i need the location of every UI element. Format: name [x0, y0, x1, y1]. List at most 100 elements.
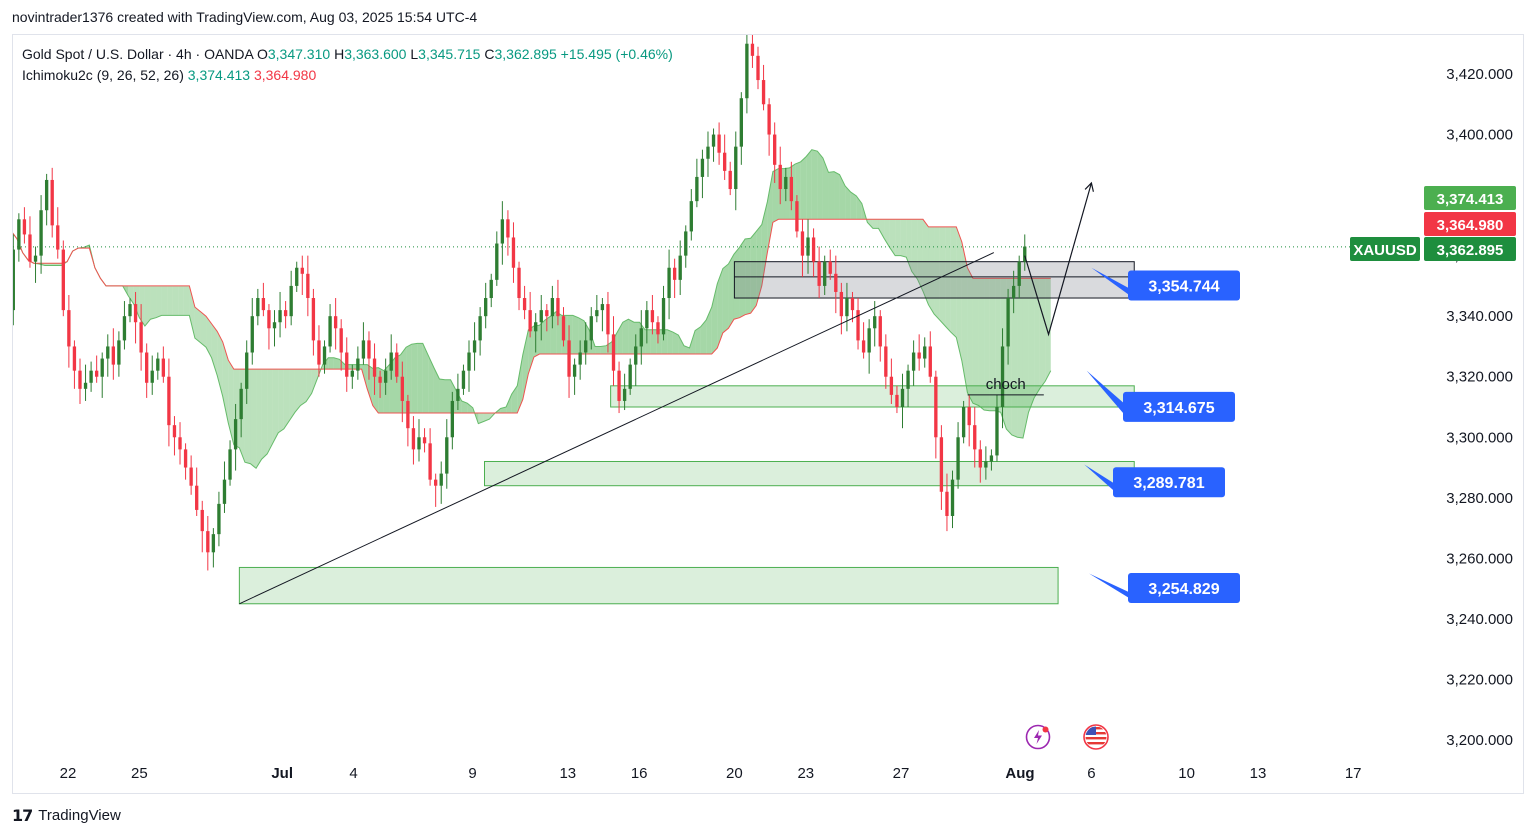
- callout-label: 3,354.744: [1148, 279, 1219, 296]
- candle-body: [645, 310, 649, 329]
- cloud-segment: [367, 364, 373, 406]
- cloud-segment: [1028, 278, 1035, 413]
- x-tick-label: 22: [60, 765, 77, 782]
- candle-body: [884, 346, 888, 377]
- candle-body: [595, 310, 599, 317]
- cloud-segment: [800, 156, 807, 220]
- candle-body: [828, 261, 832, 274]
- cloud-segment: [167, 285, 173, 316]
- candle-body: [606, 304, 610, 335]
- cloud-segment: [300, 369, 307, 406]
- candle-body: [217, 503, 221, 535]
- cloud-segment: [428, 355, 434, 414]
- cloud-segment: [317, 364, 323, 379]
- candle-body: [461, 370, 466, 389]
- candle-body: [756, 55, 760, 81]
- candle-body: [684, 231, 688, 256]
- cloud-segment: [695, 326, 701, 355]
- cloud-segment: [628, 319, 634, 355]
- green-zone: [238, 566, 1059, 605]
- candle-body: [917, 352, 921, 359]
- candle-body: [784, 176, 788, 190]
- cloud-segment: [772, 168, 779, 223]
- cloud-segment: [445, 379, 451, 414]
- cloud-segment: [250, 369, 257, 469]
- candle-body: [222, 479, 227, 504]
- cloud-segment: [439, 378, 446, 414]
- candle-body: [411, 428, 416, 450]
- tradingview-footer[interactable]: 17 TradingView: [12, 806, 121, 825]
- candle-body: [672, 267, 677, 280]
- symbol-tag-label: XAUUSD: [1353, 242, 1417, 259]
- cloud-segment: [906, 219, 912, 272]
- candle-body: [333, 316, 338, 329]
- candle-body: [889, 376, 894, 395]
- candle-body: [61, 249, 65, 311]
- candle-body: [622, 388, 627, 401]
- candle-body: [472, 340, 477, 353]
- cloud-segment: [600, 345, 607, 355]
- candle-body: [161, 358, 166, 377]
- candle-body: [245, 352, 249, 389]
- cloud-segment: [961, 242, 968, 393]
- candle-body: [706, 146, 710, 159]
- cloud-segment: [272, 369, 279, 444]
- candle-body: [295, 267, 299, 286]
- cloud-segment: [972, 278, 979, 406]
- candle-body: [545, 310, 549, 317]
- candle-body: [945, 491, 949, 516]
- cloud-segment: [0, 225, 6, 231]
- candle-body: [439, 473, 443, 486]
- candle-body: [495, 243, 499, 280]
- price-tag-label: 3,374.413: [1437, 191, 1504, 208]
- open-value: 3,347.310: [267, 46, 331, 62]
- x-tick-label: Jul: [271, 765, 293, 782]
- y-tick-label: 3,260.000: [1446, 550, 1513, 567]
- cloud-segment: [572, 315, 579, 355]
- cloud-segment: [422, 343, 429, 414]
- cloud-segment: [545, 316, 551, 355]
- cloud-segment: [55, 263, 62, 266]
- candle-body: [228, 449, 232, 480]
- change-value: +15.495 (+0.46%): [560, 46, 673, 62]
- candle-body: [350, 370, 354, 377]
- cloud-segment: [289, 369, 295, 421]
- candle-body: [934, 376, 938, 438]
- candle-body: [578, 352, 582, 365]
- candle-body: [78, 370, 82, 389]
- candle-body: [745, 43, 749, 99]
- candle-body: [139, 322, 143, 353]
- candle-body: [117, 340, 121, 365]
- cloud-segment: [228, 360, 234, 445]
- cloud-segment: [900, 219, 907, 258]
- candle-body: [328, 316, 332, 347]
- cloud-segment: [172, 285, 179, 316]
- candle-body: [1017, 261, 1021, 286]
- lightning-icon[interactable]: [1025, 724, 1051, 750]
- candle-body: [906, 370, 910, 389]
- x-tick-label: 20: [726, 765, 743, 782]
- candle-body: [995, 407, 999, 456]
- candle-body: [433, 479, 438, 486]
- candle-body: [306, 273, 310, 299]
- candle-body: [28, 234, 32, 262]
- candle-body: [656, 322, 660, 335]
- cloud-segment: [1045, 278, 1051, 382]
- candle-body: [650, 310, 655, 323]
- candle-body: [189, 467, 193, 486]
- cloud-segment: [784, 167, 790, 220]
- chart-attribution: novintrader1376 created with TradingView…: [12, 9, 478, 25]
- cloud-segment: [928, 226, 935, 314]
- cloud-segment: [817, 151, 823, 220]
- symbol-name[interactable]: Gold Spot / U.S. Dollar · 4h · OANDA: [22, 46, 254, 62]
- indicator-name[interactable]: Ichimoku2c (9, 26, 52, 26): [22, 67, 184, 83]
- callout-label: 3,289.781: [1133, 475, 1204, 492]
- candle-body: [923, 346, 927, 359]
- cloud-segment: [750, 231, 757, 314]
- candle-body: [83, 382, 88, 389]
- high-label: H: [334, 46, 345, 62]
- cloud-segment: [139, 285, 145, 327]
- us-flag-icon[interactable]: [1083, 724, 1109, 750]
- candle-body: [395, 352, 399, 377]
